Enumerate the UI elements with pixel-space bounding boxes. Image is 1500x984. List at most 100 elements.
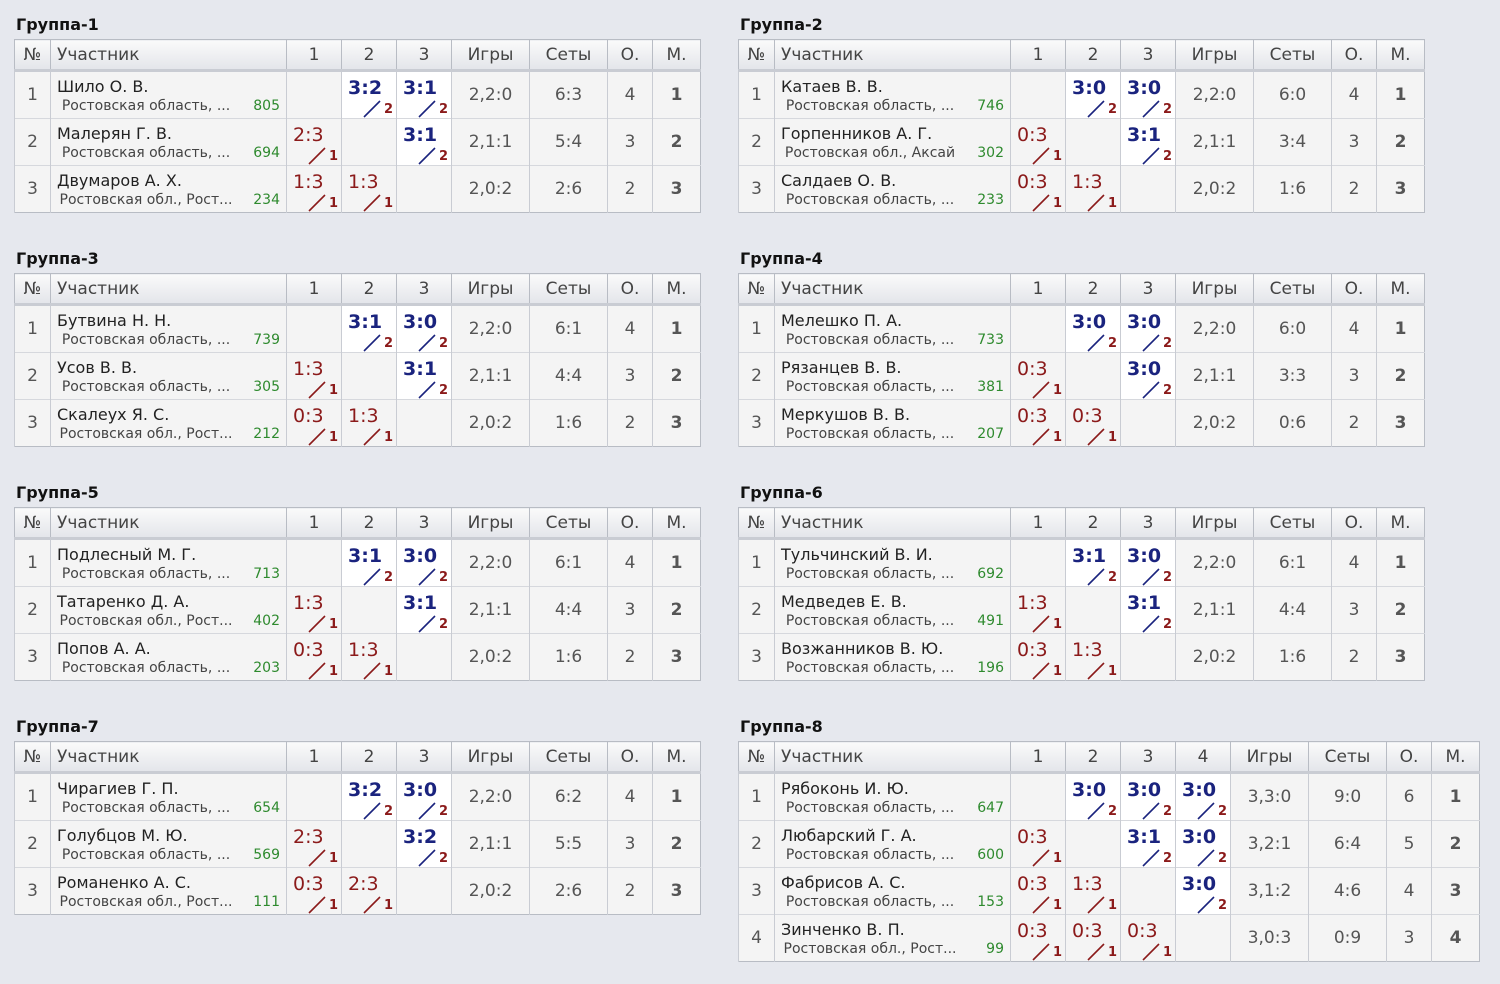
col-header-opponent-1[interactable]: 1: [286, 39, 342, 72]
match-score-cell[interactable]: 1:3 1: [1065, 867, 1121, 915]
col-header-participant[interactable]: Участник: [50, 39, 287, 72]
participant-name[interactable]: Малерян Г. В.: [57, 124, 172, 143]
participant-cell[interactable]: Рязанцев В. В. Ростовская область, ... 381: [774, 352, 1011, 400]
col-header-opponent-2[interactable]: 2: [1065, 741, 1121, 774]
match-score-cell[interactable]: 3:0 2: [1120, 538, 1176, 587]
col-header-games[interactable]: Игры: [451, 507, 530, 540]
match-score-cell[interactable]: 3:1 2: [1120, 118, 1176, 166]
participant-cell[interactable]: Подлесный М. Г. Ростовская область, ... 71…: [50, 538, 287, 587]
col-header-place[interactable]: М.: [1376, 507, 1425, 540]
match-score-cell[interactable]: 1:3 1: [1065, 165, 1121, 213]
col-header-num[interactable]: №: [14, 507, 51, 540]
col-header-points[interactable]: О.: [1331, 507, 1377, 540]
col-header-sets[interactable]: Сеты: [1253, 507, 1332, 540]
participant-name[interactable]: Чирагиев Г. П.: [57, 779, 179, 798]
col-header-place[interactable]: М.: [1376, 273, 1425, 306]
col-header-opponent-1[interactable]: 1: [286, 741, 342, 774]
col-header-sets[interactable]: Сеты: [1253, 273, 1332, 306]
col-header-games[interactable]: Игры: [1175, 39, 1254, 72]
participant-cell[interactable]: Катаев В. В. Ростовская область, ... 746: [774, 70, 1011, 119]
match-score-cell[interactable]: 0:3 1: [286, 399, 342, 447]
col-header-participant[interactable]: Участник: [50, 507, 287, 540]
participant-name[interactable]: Меркушов В. В.: [781, 405, 911, 424]
col-header-opponent-1[interactable]: 1: [1010, 507, 1066, 540]
participant-name[interactable]: Романенко А. С.: [57, 873, 191, 892]
col-header-place[interactable]: М.: [652, 507, 701, 540]
col-header-opponent-3[interactable]: 3: [1120, 507, 1176, 540]
col-header-num[interactable]: №: [738, 507, 775, 540]
match-score-cell[interactable]: 3:1 2: [1120, 586, 1176, 634]
col-header-opponent-1[interactable]: 1: [1010, 273, 1066, 306]
participant-cell[interactable]: Медведев Е. В. Ростовская область, ... 491: [774, 586, 1011, 634]
col-header-sets[interactable]: Сеты: [529, 507, 608, 540]
participant-name[interactable]: Любарский Г. А.: [781, 826, 917, 845]
match-score-cell[interactable]: 0:3 1: [1065, 399, 1121, 447]
participant-name[interactable]: Подлесный М. Г.: [57, 545, 197, 564]
participant-name[interactable]: Тульчинский В. И.: [781, 545, 933, 564]
match-score-cell[interactable]: 0:3 1: [1010, 399, 1066, 447]
participant-name[interactable]: Голубцов М. Ю.: [57, 826, 188, 845]
participant-name[interactable]: Рябоконь И. Ю.: [781, 779, 909, 798]
match-score-cell[interactable]: 3:0 2: [396, 772, 452, 821]
col-header-opponent-2[interactable]: 2: [341, 39, 397, 72]
col-header-opponent-2[interactable]: 2: [341, 741, 397, 774]
col-header-participant[interactable]: Участник: [774, 741, 1011, 774]
match-score-cell[interactable]: 0:3 1: [1010, 867, 1066, 915]
col-header-games[interactable]: Игры: [1175, 273, 1254, 306]
match-score-cell[interactable]: 0:3 1: [1010, 633, 1066, 681]
col-header-place[interactable]: М.: [652, 39, 701, 72]
match-score-cell[interactable]: 3:0 2: [1120, 304, 1176, 353]
participant-name[interactable]: Фабрисов А. С.: [781, 873, 906, 892]
match-score-cell[interactable]: 1:3 1: [286, 352, 342, 400]
col-header-opponent-2[interactable]: 2: [1065, 507, 1121, 540]
match-score-cell[interactable]: 3:0 2: [1065, 304, 1121, 353]
match-score-cell[interactable]: 3:1 2: [396, 118, 452, 166]
col-header-opponent-2[interactable]: 2: [1065, 39, 1121, 72]
participant-name[interactable]: Скалеух Я. С.: [57, 405, 170, 424]
match-score-cell[interactable]: 1:3 1: [341, 633, 397, 681]
participant-name[interactable]: Катаев В. В.: [781, 77, 883, 96]
col-header-opponent-3[interactable]: 3: [396, 273, 452, 306]
col-header-games[interactable]: Игры: [451, 39, 530, 72]
col-header-games[interactable]: Игры: [1175, 507, 1254, 540]
match-score-cell[interactable]: 0:3 1: [1010, 820, 1066, 868]
col-header-participant[interactable]: Участник: [50, 741, 287, 774]
match-score-cell[interactable]: 3:1 2: [341, 304, 397, 353]
participant-cell[interactable]: Возжанников В. Ю. Ростовская область, ...…: [774, 633, 1011, 681]
col-header-points[interactable]: О.: [607, 273, 653, 306]
match-score-cell[interactable]: 0:3 1: [1120, 914, 1176, 962]
col-header-participant[interactable]: Участник: [774, 507, 1011, 540]
match-score-cell[interactable]: 3:1 2: [1120, 820, 1176, 868]
match-score-cell[interactable]: 3:2 2: [396, 820, 452, 868]
col-header-sets[interactable]: Сеты: [1253, 39, 1332, 72]
col-header-opponent-1[interactable]: 1: [1010, 741, 1066, 774]
col-header-place[interactable]: М.: [652, 741, 701, 774]
match-score-cell[interactable]: 0:3 1: [1010, 914, 1066, 962]
participant-cell[interactable]: Фабрисов А. С. Ростовская область, ... 153: [774, 867, 1011, 915]
match-score-cell[interactable]: 3:2 2: [341, 772, 397, 821]
match-score-cell[interactable]: 0:3 1: [286, 633, 342, 681]
col-header-games[interactable]: Игры: [451, 273, 530, 306]
col-header-sets[interactable]: Сеты: [529, 273, 608, 306]
col-header-opponent-2[interactable]: 2: [341, 507, 397, 540]
col-header-opponent-2[interactable]: 2: [341, 273, 397, 306]
match-score-cell[interactable]: 1:3 1: [341, 399, 397, 447]
col-header-games[interactable]: Игры: [451, 741, 530, 774]
col-header-participant[interactable]: Участник: [774, 39, 1011, 72]
match-score-cell[interactable]: 1:3 1: [286, 165, 342, 213]
col-header-points[interactable]: О.: [607, 741, 653, 774]
participant-cell[interactable]: Меркушов В. В. Ростовская область, ... 207: [774, 399, 1011, 447]
match-score-cell[interactable]: 1:3 1: [341, 165, 397, 213]
col-header-opponent-4[interactable]: 4: [1175, 741, 1231, 774]
match-score-cell[interactable]: 0:3 1: [1010, 165, 1066, 213]
participant-name[interactable]: Попов А. А.: [57, 639, 151, 658]
col-header-opponent-3[interactable]: 3: [396, 507, 452, 540]
match-score-cell[interactable]: 2:3 1: [286, 118, 342, 166]
col-header-num[interactable]: №: [738, 39, 775, 72]
participant-cell[interactable]: Татаренко Д. А. Ростовская обл., Рост... 4…: [50, 586, 287, 634]
participant-cell[interactable]: Бутвина Н. Н. Ростовская область, ... 739: [50, 304, 287, 353]
match-score-cell[interactable]: 3:2 2: [341, 70, 397, 119]
participant-name[interactable]: Усов В. В.: [57, 358, 138, 377]
match-score-cell[interactable]: 3:1 2: [396, 352, 452, 400]
match-score-cell[interactable]: 3:1 2: [341, 538, 397, 587]
